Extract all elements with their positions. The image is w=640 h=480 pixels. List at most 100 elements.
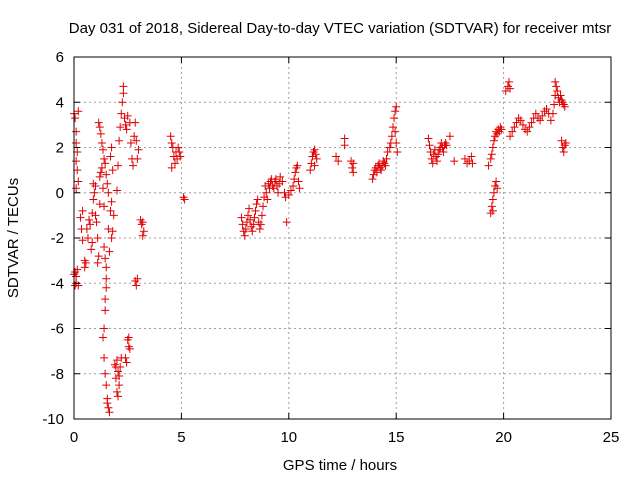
data-point [292, 163, 301, 172]
data-point [85, 215, 94, 224]
data-point [486, 154, 495, 163]
data-point [166, 132, 175, 141]
data-point [71, 267, 80, 276]
data-point [484, 161, 493, 170]
data-point [104, 403, 113, 412]
data-point [536, 116, 545, 125]
data-point [428, 159, 437, 168]
data-point [390, 114, 399, 123]
data-point [253, 195, 262, 204]
data-point [176, 152, 185, 161]
data-point [286, 186, 295, 195]
data-point [71, 114, 80, 123]
data-point [533, 114, 542, 123]
data-point [349, 159, 358, 168]
data-point [112, 186, 121, 195]
data-point [241, 224, 250, 233]
data-point [506, 84, 515, 93]
data-point [103, 399, 112, 408]
data-point [121, 120, 130, 129]
data-point [112, 356, 121, 365]
data-point [252, 200, 261, 209]
data-point [387, 132, 396, 141]
data-point [82, 224, 91, 233]
data-point [240, 231, 249, 240]
data-point [306, 166, 315, 175]
data-point [78, 236, 87, 245]
data-point [289, 181, 298, 190]
data-point [102, 274, 111, 283]
data-point [256, 220, 265, 229]
data-point [392, 102, 401, 111]
data-point [385, 143, 394, 152]
data-point [247, 222, 256, 231]
data-point [174, 143, 183, 152]
data-points [70, 77, 570, 417]
data-point [100, 324, 109, 333]
data-point [124, 342, 133, 351]
data-point [102, 263, 111, 272]
data-point [96, 168, 105, 177]
data-point [91, 211, 100, 220]
data-point [381, 161, 390, 170]
data-point [104, 188, 113, 197]
data-point [504, 77, 513, 86]
data-point [237, 213, 246, 222]
data-point [117, 109, 126, 118]
data-point [282, 218, 291, 227]
data-point [137, 220, 146, 229]
data-point [87, 245, 96, 254]
data-point [559, 148, 568, 157]
data-point [525, 123, 534, 132]
data-point [107, 143, 116, 152]
data-point [332, 152, 341, 161]
data-point [427, 154, 436, 163]
y-axis-label: SDTVAR / TECUs [5, 178, 22, 298]
data-point [271, 175, 280, 184]
data-point [116, 362, 125, 371]
data-point [489, 188, 498, 197]
data-point [96, 129, 105, 138]
y-tick-label: 0 [56, 185, 64, 202]
data-point [78, 206, 87, 215]
data-point [425, 141, 434, 150]
data-point [349, 168, 358, 177]
data-point [280, 188, 289, 197]
data-point [108, 227, 117, 236]
data-point [382, 154, 391, 163]
data-point [100, 243, 109, 252]
data-point [114, 367, 123, 376]
data-point [106, 206, 115, 215]
data-point [310, 145, 319, 154]
data-point [556, 91, 565, 100]
x-tick-label: 15 [388, 429, 405, 446]
x-axis-label: GPS time / hours [283, 457, 397, 474]
data-point [139, 227, 148, 236]
data-point [516, 116, 525, 125]
data-point [90, 188, 99, 197]
data-point [488, 206, 497, 215]
data-point [95, 200, 104, 209]
data-point [115, 381, 124, 390]
data-point [83, 234, 92, 242]
data-point [510, 123, 519, 132]
data-point [119, 89, 128, 98]
data-point [497, 125, 506, 134]
data-point [238, 220, 247, 229]
data-point [492, 177, 501, 186]
data-point [118, 98, 127, 107]
data-point [257, 211, 266, 220]
data-point [132, 136, 141, 145]
data-point [129, 161, 138, 170]
data-point [255, 224, 264, 233]
data-point [101, 306, 110, 315]
data-point [294, 177, 303, 186]
data-point [134, 145, 143, 154]
data-point [531, 109, 540, 118]
data-point [92, 218, 101, 227]
y-tick-label: -6 [51, 321, 64, 338]
data-point [546, 116, 555, 125]
data-point [557, 136, 566, 145]
y-tick-label: -8 [51, 366, 64, 383]
